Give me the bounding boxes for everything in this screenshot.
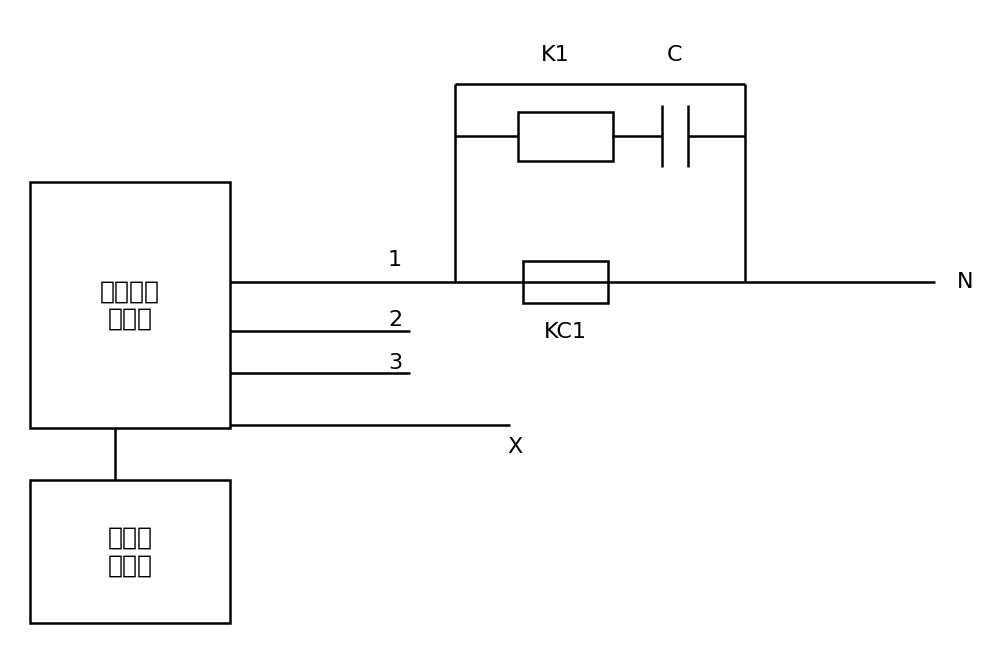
Bar <box>30 480 230 623</box>
Bar <box>522 262 608 304</box>
Text: 测量功
率因数: 测量功 率因数 <box>108 526 152 578</box>
Text: K1: K1 <box>541 45 569 65</box>
Text: C: C <box>667 45 683 65</box>
Text: 1: 1 <box>388 250 402 269</box>
Bar <box>30 182 230 428</box>
Bar <box>518 112 612 160</box>
Text: KC1: KC1 <box>544 323 586 342</box>
Text: X: X <box>507 437 523 456</box>
Text: 2: 2 <box>388 310 402 330</box>
Text: N: N <box>957 273 973 292</box>
Text: 电容补偿
控制器: 电容补偿 控制器 <box>100 279 160 331</box>
Text: 3: 3 <box>388 354 402 373</box>
